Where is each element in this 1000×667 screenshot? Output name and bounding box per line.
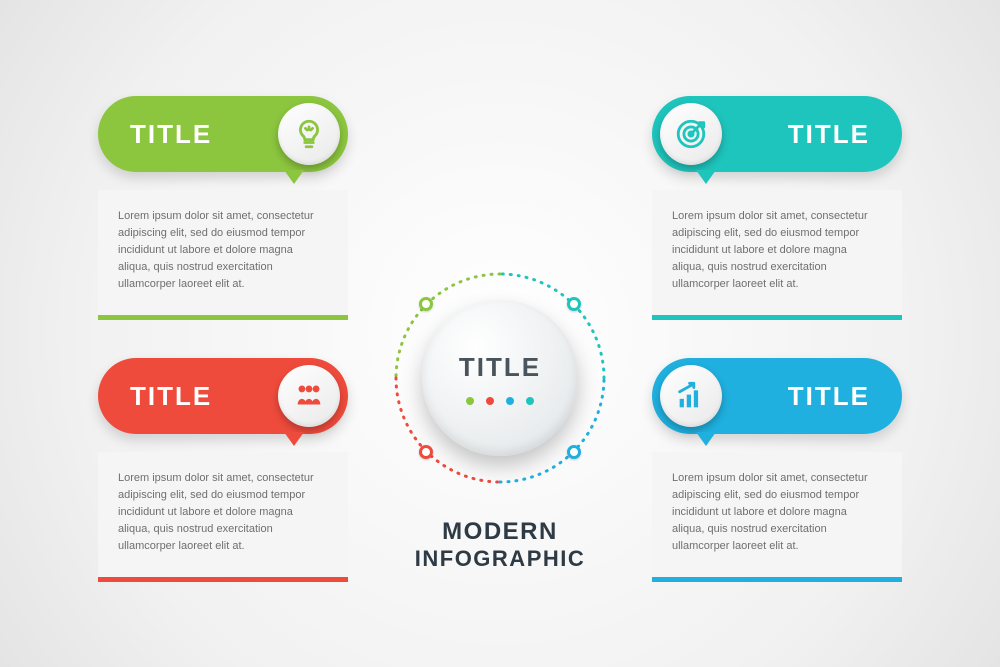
growth-icon [660, 365, 722, 427]
dot-red [486, 397, 494, 405]
card-red-title: TITLE [130, 381, 212, 412]
lightbulb-icon [278, 103, 340, 165]
node-teal [567, 297, 581, 311]
center-hub: TITLE [390, 268, 610, 488]
center-dots [466, 397, 534, 405]
node-red [419, 445, 433, 459]
infographic-canvas: TITLE Lorem ipsum dolor sit amet, consec… [0, 0, 1000, 667]
card-blue: TITLE Lorem ipsum dolor sit amet, consec… [652, 358, 902, 582]
card-green-title: TITLE [130, 119, 212, 150]
people-icon [278, 365, 340, 427]
card-green: TITLE Lorem ipsum dolor sit amet, consec… [98, 96, 348, 320]
card-blue-title: TITLE [788, 381, 870, 412]
dot-blue [506, 397, 514, 405]
card-blue-pill: TITLE [652, 358, 902, 434]
card-teal-title: TITLE [788, 119, 870, 150]
center-title: TITLE [459, 352, 541, 383]
heading-line2: INFOGRAPHIC [415, 546, 586, 572]
card-teal: TITLE Lorem ipsum dolor sit amet, consec… [652, 96, 902, 320]
node-blue [567, 445, 581, 459]
card-teal-body: Lorem ipsum dolor sit amet, consectetur … [652, 190, 902, 320]
heading-line1: MODERN [415, 518, 586, 546]
card-blue-body: Lorem ipsum dolor sit amet, consectetur … [652, 452, 902, 582]
card-green-pill: TITLE [98, 96, 348, 172]
center-disc: TITLE [422, 300, 578, 456]
target-icon [660, 103, 722, 165]
card-red: TITLE Lorem ipsum dolor sit amet, consec… [98, 358, 348, 582]
card-red-pill: TITLE [98, 358, 348, 434]
card-green-body: Lorem ipsum dolor sit amet, consectetur … [98, 190, 348, 320]
dot-teal [526, 397, 534, 405]
card-red-body: Lorem ipsum dolor sit amet, consectetur … [98, 452, 348, 582]
node-green [419, 297, 433, 311]
dot-green [466, 397, 474, 405]
main-heading: MODERN INFOGRAPHIC [415, 518, 586, 572]
card-teal-pill: TITLE [652, 96, 902, 172]
